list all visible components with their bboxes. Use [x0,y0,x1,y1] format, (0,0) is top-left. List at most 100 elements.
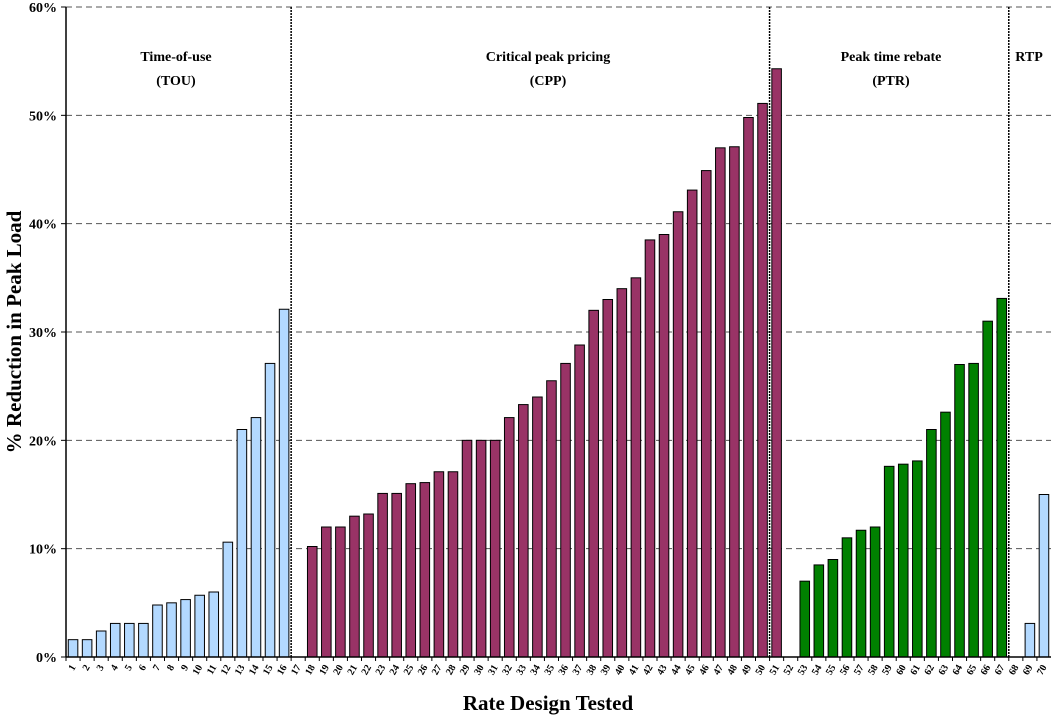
x-tick-label: 58 [866,663,881,677]
bar-32[interactable] [503,417,515,658]
x-tick-label: 47 [711,663,726,677]
bar-48[interactable] [729,146,740,658]
bar-66[interactable] [982,320,993,658]
bar-41[interactable] [630,277,642,658]
x-tick-label: 56 [838,663,853,677]
bar-4[interactable] [109,622,121,658]
bar-51[interactable] [771,68,782,658]
y-axis-title: % Reduction in Peak Load [2,210,26,453]
x-tick-label: 25 [402,663,417,677]
bar-62[interactable] [926,429,937,658]
bar-15[interactable] [264,362,276,658]
bar-28[interactable] [447,471,459,658]
bar-5[interactable] [124,622,135,658]
bar-7[interactable] [152,604,163,658]
bar-12[interactable] [222,541,234,658]
bar-2[interactable] [81,639,93,658]
bar-11[interactable] [208,591,220,658]
x-tick-label: 63 [937,663,952,677]
bar-30[interactable] [475,439,487,658]
bar-49[interactable] [743,117,754,658]
bar-24[interactable] [391,492,402,658]
x-tick-label: 24 [388,663,403,677]
bar-27[interactable] [433,471,445,658]
bar-64[interactable] [954,364,965,658]
bar-36[interactable] [560,362,571,658]
bar-16[interactable] [278,308,290,658]
bar-33[interactable] [518,404,529,658]
x-tick-label: 29 [458,663,473,677]
bar-18[interactable] [306,546,318,658]
bar-57[interactable] [855,529,867,658]
bar-59[interactable] [883,465,895,658]
bar-39[interactable] [602,299,614,658]
x-tick-label: 11 [205,663,219,677]
x-tick-label: 31 [486,663,501,677]
x-tick-label: 33 [514,663,529,677]
bar-9[interactable] [180,599,191,658]
bar-13[interactable] [236,429,248,658]
bar-55[interactable] [827,559,839,658]
bar-65[interactable] [968,362,979,658]
bar-10[interactable] [194,594,205,658]
bar-40[interactable] [616,288,628,658]
bar-43[interactable] [658,234,670,658]
bar-26[interactable] [419,482,431,658]
bar-46[interactable] [700,170,712,658]
bar-69[interactable] [1024,622,1036,658]
bar-3[interactable] [95,630,107,658]
group-label-line2: (CPP) [530,74,567,89]
x-tick-label: 12 [219,663,234,677]
y-tick-label: 10% [29,543,57,558]
x-tick-label: 43 [655,663,670,677]
y-tick-label: 60% [29,1,57,16]
group-label-line1: Critical peak pricing [486,50,610,65]
bar-63[interactable] [940,411,951,658]
bar-35[interactable] [546,380,557,658]
bar-29[interactable] [461,439,473,658]
bar-34[interactable] [532,396,543,658]
bar-37[interactable] [574,344,585,658]
bar-47[interactable] [715,147,726,658]
x-tick-label: 62 [922,663,937,677]
x-tick-label: 20 [331,663,346,677]
bar-44[interactable] [672,211,684,658]
bar-21[interactable] [349,515,360,658]
bar-6[interactable] [138,622,149,658]
x-tick-label: 61 [908,663,923,677]
bar-14[interactable] [250,417,262,658]
x-tick-label: 5 [123,663,135,673]
group-label-line1: RTP [1015,50,1043,65]
x-tick-label: 54 [810,663,825,677]
x-tick-label: 3 [95,663,107,673]
x-tick-label: 28 [444,663,459,677]
bar-1[interactable] [67,639,79,658]
bar-50[interactable] [757,102,768,658]
group-label-line2: (TOU) [156,74,196,89]
bar-22[interactable] [363,513,374,658]
bar-70[interactable] [1038,494,1050,658]
bar-8[interactable] [166,602,177,658]
bar-56[interactable] [841,537,853,658]
x-tick-label: 2 [81,663,93,673]
x-tick-label: 50 [754,663,769,677]
bar-19[interactable] [321,526,332,658]
bar-25[interactable] [405,483,417,658]
bar-54[interactable] [813,564,825,658]
bar-42[interactable] [644,239,656,658]
x-tick-label: 4 [109,663,121,673]
bar-60[interactable] [897,463,909,658]
bar-23[interactable] [377,492,388,658]
x-tick-label: 45 [683,663,698,677]
bar-53[interactable] [799,580,811,658]
bar-67[interactable] [996,297,1008,658]
bar-31[interactable] [489,439,501,658]
bar-58[interactable] [869,526,881,658]
x-tick-label: 7 [151,663,163,673]
x-tick-label: 32 [500,663,515,677]
bar-45[interactable] [686,189,698,658]
bar-38[interactable] [588,309,599,658]
bar-61[interactable] [912,460,923,658]
bar-20[interactable] [335,526,346,658]
